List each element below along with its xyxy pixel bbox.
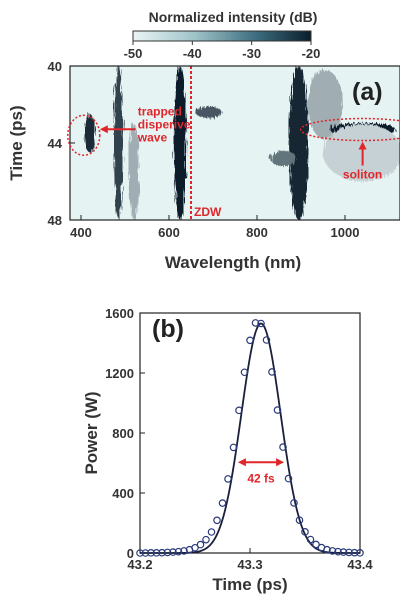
heatmap-x-tick-label: 400 (70, 225, 92, 240)
heatmap-feature (173, 66, 187, 220)
pulse-data-point (350, 548, 359, 557)
heatmap-features (84, 66, 400, 220)
heatmap-y-tick-label: 40 (48, 59, 62, 74)
pulse-y-axis-label: Power (W) (82, 391, 101, 474)
pulse-data-point (152, 549, 161, 557)
pulse-y-tick-label: 1200 (105, 366, 134, 381)
pulse-data-point (334, 547, 342, 556)
heatmap-y-tick-label: 44 (48, 136, 63, 151)
pulse-data-point (279, 443, 287, 451)
pulse-data-point (191, 543, 199, 552)
colorbar-tick-label: -50 (124, 46, 143, 61)
pulse-data-point (312, 540, 320, 549)
pulse-data-point (213, 516, 221, 525)
heatmap-feature (307, 69, 343, 140)
pulse-data-point (328, 547, 337, 555)
heatmap-feature (270, 150, 297, 167)
pulse-data-point (169, 548, 177, 556)
trapped-wave-label-line: wave (137, 130, 168, 144)
pulse-y-tick-label: 400 (112, 486, 134, 501)
heatmap-feature (128, 123, 140, 220)
pulse-series (136, 319, 364, 557)
heatmap-feature (289, 66, 309, 220)
pulse-data-point (180, 547, 188, 555)
pulse-x-axis-label: Time (ps) (212, 575, 287, 594)
colorbar-title: Normalized intensity (dB) (149, 9, 318, 25)
pulse-data-point (251, 319, 260, 327)
soliton-label: soliton (343, 168, 382, 182)
pulse-data-point (136, 549, 144, 557)
pulse-plot-frame (139, 312, 361, 554)
panel-b-label: (b) (152, 315, 184, 343)
pulse-x-tick-label: 43.4 (347, 557, 373, 572)
pulse-data-point (246, 336, 254, 345)
pulse-data-point (306, 535, 315, 544)
pulse-data-point (345, 548, 353, 557)
heatmap-feature (114, 66, 123, 220)
fwhm-arrowhead-right (276, 458, 285, 467)
trapped-wave-marker (67, 114, 101, 157)
heatmap-annotations: trapped disperive wave soliton (67, 104, 400, 182)
pulse-data-point (339, 548, 348, 556)
fwhm-arrowhead-left (237, 458, 246, 467)
pulse-panel: 43.2 43.3 43.4 0 400 800 1200 1600 42 fs (b) Ti… (82, 306, 373, 594)
pulse-data-point (229, 443, 238, 452)
heatmap-x-tick-label: 1000 (331, 225, 360, 240)
pulse-x-tick-label: 43.2 (127, 557, 152, 572)
soliton-marker (299, 117, 400, 142)
pulse-data-point (207, 528, 216, 536)
pulse-data-point (147, 549, 155, 557)
trapped-wave-label: trapped disperive wave (137, 104, 191, 144)
heatmap-feature (195, 106, 222, 118)
heatmap-axes: 400 600 800 1000 40 44 48 (48, 59, 360, 240)
panel-a-label: (a) (352, 78, 383, 106)
pulse-data-point (196, 540, 205, 549)
pulse-axes: 43.2 43.3 43.4 0 400 800 1200 1600 (105, 306, 373, 572)
pulse-data-point (141, 549, 150, 557)
pulse-data-point (323, 545, 331, 554)
colorbar-tick-label: -20 (302, 46, 321, 61)
pulse-x-tick-label: 43.3 (237, 557, 262, 572)
trapped-wave-label-line: disperive (138, 117, 191, 131)
trapped-wave-label-line: trapped (138, 104, 182, 118)
pulse-data-point (290, 499, 298, 507)
pulse-data-point (262, 336, 271, 344)
pulse-data-point (295, 516, 304, 524)
heatmap-y-axis-label: Time (ps) (7, 105, 26, 180)
heatmap-x-tick-label: 600 (158, 225, 180, 240)
pulse-data-point (202, 535, 210, 544)
zdw-label: ZDW (194, 205, 222, 219)
heatmap-feature (323, 123, 400, 182)
soliton-arrowhead (358, 141, 367, 150)
pulse-data-point (301, 528, 309, 536)
heatmap-y-tick-label: 48 (48, 213, 62, 228)
fwhm-marker: 42 fs (237, 458, 285, 485)
colorbar-tick-label: -30 (242, 46, 261, 61)
pulse-data-point (240, 368, 249, 377)
pulse-data-point (284, 474, 293, 483)
fwhm-label: 42 fs (247, 471, 275, 485)
trapped-wave-arrowhead (99, 125, 108, 134)
pulse-data-point (235, 406, 243, 415)
pulse-data-point (224, 475, 232, 483)
heatmap-x-axis-label: Wavelength (nm) (165, 253, 301, 272)
pulse-data-point (268, 368, 276, 376)
pulse-data-point (218, 499, 227, 507)
heatmap-feature (84, 114, 96, 153)
pulse-y-tick-label: 800 (112, 426, 134, 441)
pulse-data-point (158, 548, 166, 557)
colorbar (132, 30, 312, 42)
colorbar-ticks: -50 -40 -30 -20 (124, 41, 321, 61)
heatmap-panel: Normalized intensity (dB) -50 -40 -30 -20 Z… (7, 9, 400, 272)
pulse-data-point (174, 547, 183, 556)
pulse-y-tick-label: 0 (127, 546, 134, 561)
pulse-y-tick-label: 1600 (105, 306, 134, 321)
pulse-data-point (257, 319, 265, 328)
heatmap-x-tick-label: 800 (246, 225, 268, 240)
colorbar-tick-label: -40 (183, 46, 202, 61)
pulse-data-point (356, 549, 364, 557)
pulse-data-point (273, 406, 282, 414)
pulse-data-point (163, 548, 172, 557)
